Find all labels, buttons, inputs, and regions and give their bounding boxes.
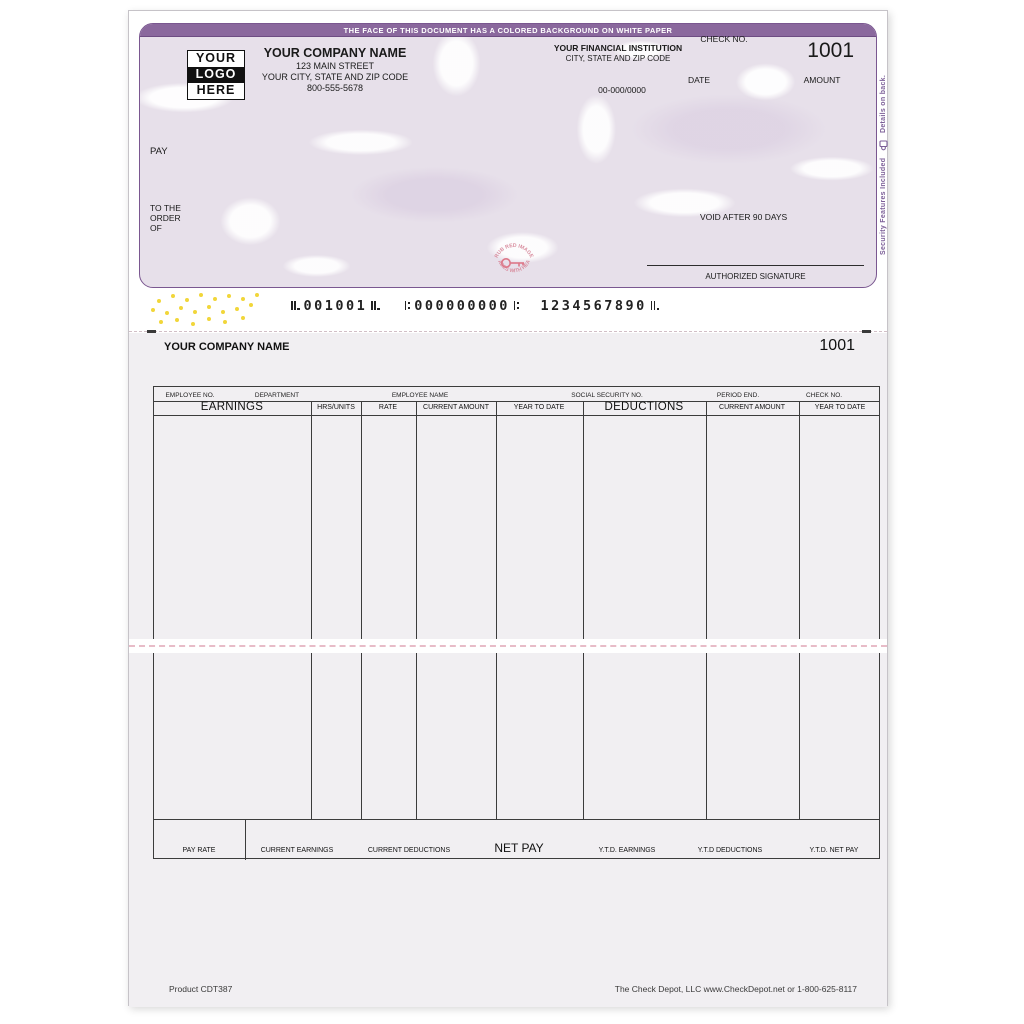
security-features-text: Security Features Included (880, 157, 887, 255)
table-divider (154, 401, 879, 402)
to-the-order-of-label: TO THE ORDER OF (150, 203, 181, 233)
summary-divider (245, 819, 246, 860)
security-dots (157, 299, 161, 303)
info-label-employee-name: EMPLOYEE NAME (391, 392, 449, 399)
micr-line: 001001 000000000 1234567890 (287, 298, 663, 314)
details-on-back-text: Details on back. (880, 74, 887, 133)
company-city: YOUR CITY, STATE AND ZIP CODE (261, 72, 409, 82)
logo-line-1: YOUR (195, 51, 237, 65)
micr-account-group: 1234567890 (540, 298, 663, 314)
micr-account-digits: 1234567890 (540, 298, 647, 314)
check-form-sheet: THE FACE OF THIS DOCUMENT HAS A COLORED … (128, 10, 890, 1007)
column-line (311, 401, 312, 819)
check-face: THE FACE OF THIS DOCUMENT HAS A COLORED … (139, 23, 877, 288)
logo-line-2: LOGO (188, 67, 244, 83)
colored-background-banner: THE FACE OF THIS DOCUMENT HAS A COLORED … (140, 24, 876, 37)
company-street: 123 MAIN STREET (295, 61, 375, 71)
table-divider (154, 819, 879, 820)
column-line (361, 401, 362, 819)
check-no-label: CHECK NO. (700, 34, 748, 44)
void-after-text: VOID AFTER 90 DAYS (700, 212, 788, 222)
col-header-year-to-date-2: YEAR TO DATE (814, 404, 866, 411)
info-label-department: DEPARTMENT (254, 392, 300, 399)
stub-company-name: YOUR COMPANY NAME (164, 341, 290, 353)
fold-perforation-line (129, 645, 887, 647)
perforation-line (129, 331, 887, 332)
svg-text:RUB RED IMAGE: RUB RED IMAGE (494, 243, 535, 260)
summary-current-earnings: CURRENT EARNINGS (260, 847, 334, 854)
col-header-year-to-date: YEAR TO DATE (513, 404, 565, 411)
col-header-earnings: EARNINGS (200, 401, 264, 413)
order-line-1: TO THE (150, 203, 181, 213)
heat-sensitive-key-icon: RUB RED IMAGE FADES WITH HEAT (489, 238, 535, 274)
col-header-deductions: DEDUCTIONS (604, 401, 684, 413)
company-name: YOUR COMPANY NAME (263, 46, 407, 60)
summary-current-deductions: CURRENT DEDUCTIONS (367, 847, 451, 854)
column-line (416, 401, 417, 819)
column-line (583, 401, 584, 819)
table-divider (154, 415, 879, 416)
vendor-info: The Check Depot, LLC www.CheckDepot.net … (614, 984, 857, 994)
date-label: DATE (687, 75, 711, 85)
column-line (496, 401, 497, 819)
authorized-signature-label: AUTHORIZED SIGNATURE (705, 272, 806, 281)
micr-routing-group: 000000000 (401, 298, 524, 314)
info-label-period-end: PERIOD END. (716, 392, 760, 399)
micr-transit-symbol (404, 301, 411, 310)
summary-ytd-deductions: Y.T.D DEDUCTIONS (697, 847, 763, 854)
bank-city: CITY, STATE AND ZIP CODE (565, 54, 671, 63)
product-code: Product CDT387 (169, 984, 233, 994)
summary-ytd-earnings: Y.T.D. EARNINGS (598, 847, 656, 854)
column-line (706, 401, 707, 819)
order-line-3: OF (150, 223, 162, 233)
micr-check-digits: 001001 (303, 298, 368, 314)
micr-onus-symbol (291, 301, 300, 310)
signature-line: AUTHORIZED SIGNATURE (647, 265, 864, 284)
payroll-stub-table: EMPLOYEE NO. DEPARTMENT EMPLOYEE NAME SO… (153, 386, 880, 860)
col-header-rate: RATE (378, 404, 398, 411)
micr-onus-symbol (650, 301, 660, 310)
bank-block: YOUR FINANCIAL INSTITUTION CITY, STATE A… (528, 43, 708, 63)
stub-check-number: 1001 (819, 337, 855, 354)
security-features-strip: Security Features Included Details on ba… (877, 37, 890, 255)
info-label-social-security: SOCIAL SECURITY NO. (571, 392, 643, 399)
micr-onus-symbol (371, 301, 380, 310)
bank-name: YOUR FINANCIAL INSTITUTION (553, 43, 683, 53)
info-label-employee-no: EMPLOYEE NO. (165, 392, 215, 399)
heat-icon-top-text: RUB RED IMAGE (494, 243, 535, 260)
perforation-end-tick (862, 330, 871, 333)
check-number: 1001 (807, 39, 854, 62)
column-line (799, 401, 800, 819)
micr-routing-digits: 000000000 (414, 298, 510, 314)
perforation-end-tick (147, 330, 156, 333)
summary-ytd-net-pay: Y.T.D. NET PAY (809, 847, 859, 854)
stub-background (129, 333, 887, 1007)
micr-transit-symbol (513, 301, 520, 310)
col-header-current-amount: CURRENT AMOUNT (423, 404, 489, 411)
padlock-icon (879, 140, 888, 151)
routing-fraction: 00-000/0000 (598, 85, 646, 95)
order-line-2: ORDER (150, 213, 181, 223)
company-phone: 800-555-5678 (306, 83, 364, 93)
company-address-block: YOUR COMPANY NAME 123 MAIN STREET YOUR C… (225, 46, 445, 93)
logo-line-3: HERE (196, 83, 236, 97)
summary-net-pay: NET PAY (494, 841, 544, 855)
key-icon (501, 257, 524, 268)
summary-pay-rate: PAY RATE (182, 847, 216, 854)
amount-label: AMOUNT (803, 75, 841, 85)
col-header-current-amount-2: CURRENT AMOUNT (719, 404, 785, 411)
fold-perforation-band (129, 639, 887, 653)
pay-label: PAY (150, 146, 168, 157)
micr-check-group: 001001 (287, 298, 384, 314)
info-label-check-no: CHECK NO. (805, 392, 843, 399)
col-header-hrs-units: HRS/UNITS (317, 404, 355, 411)
logo-placeholder: YOUR LOGO HERE (187, 50, 245, 100)
